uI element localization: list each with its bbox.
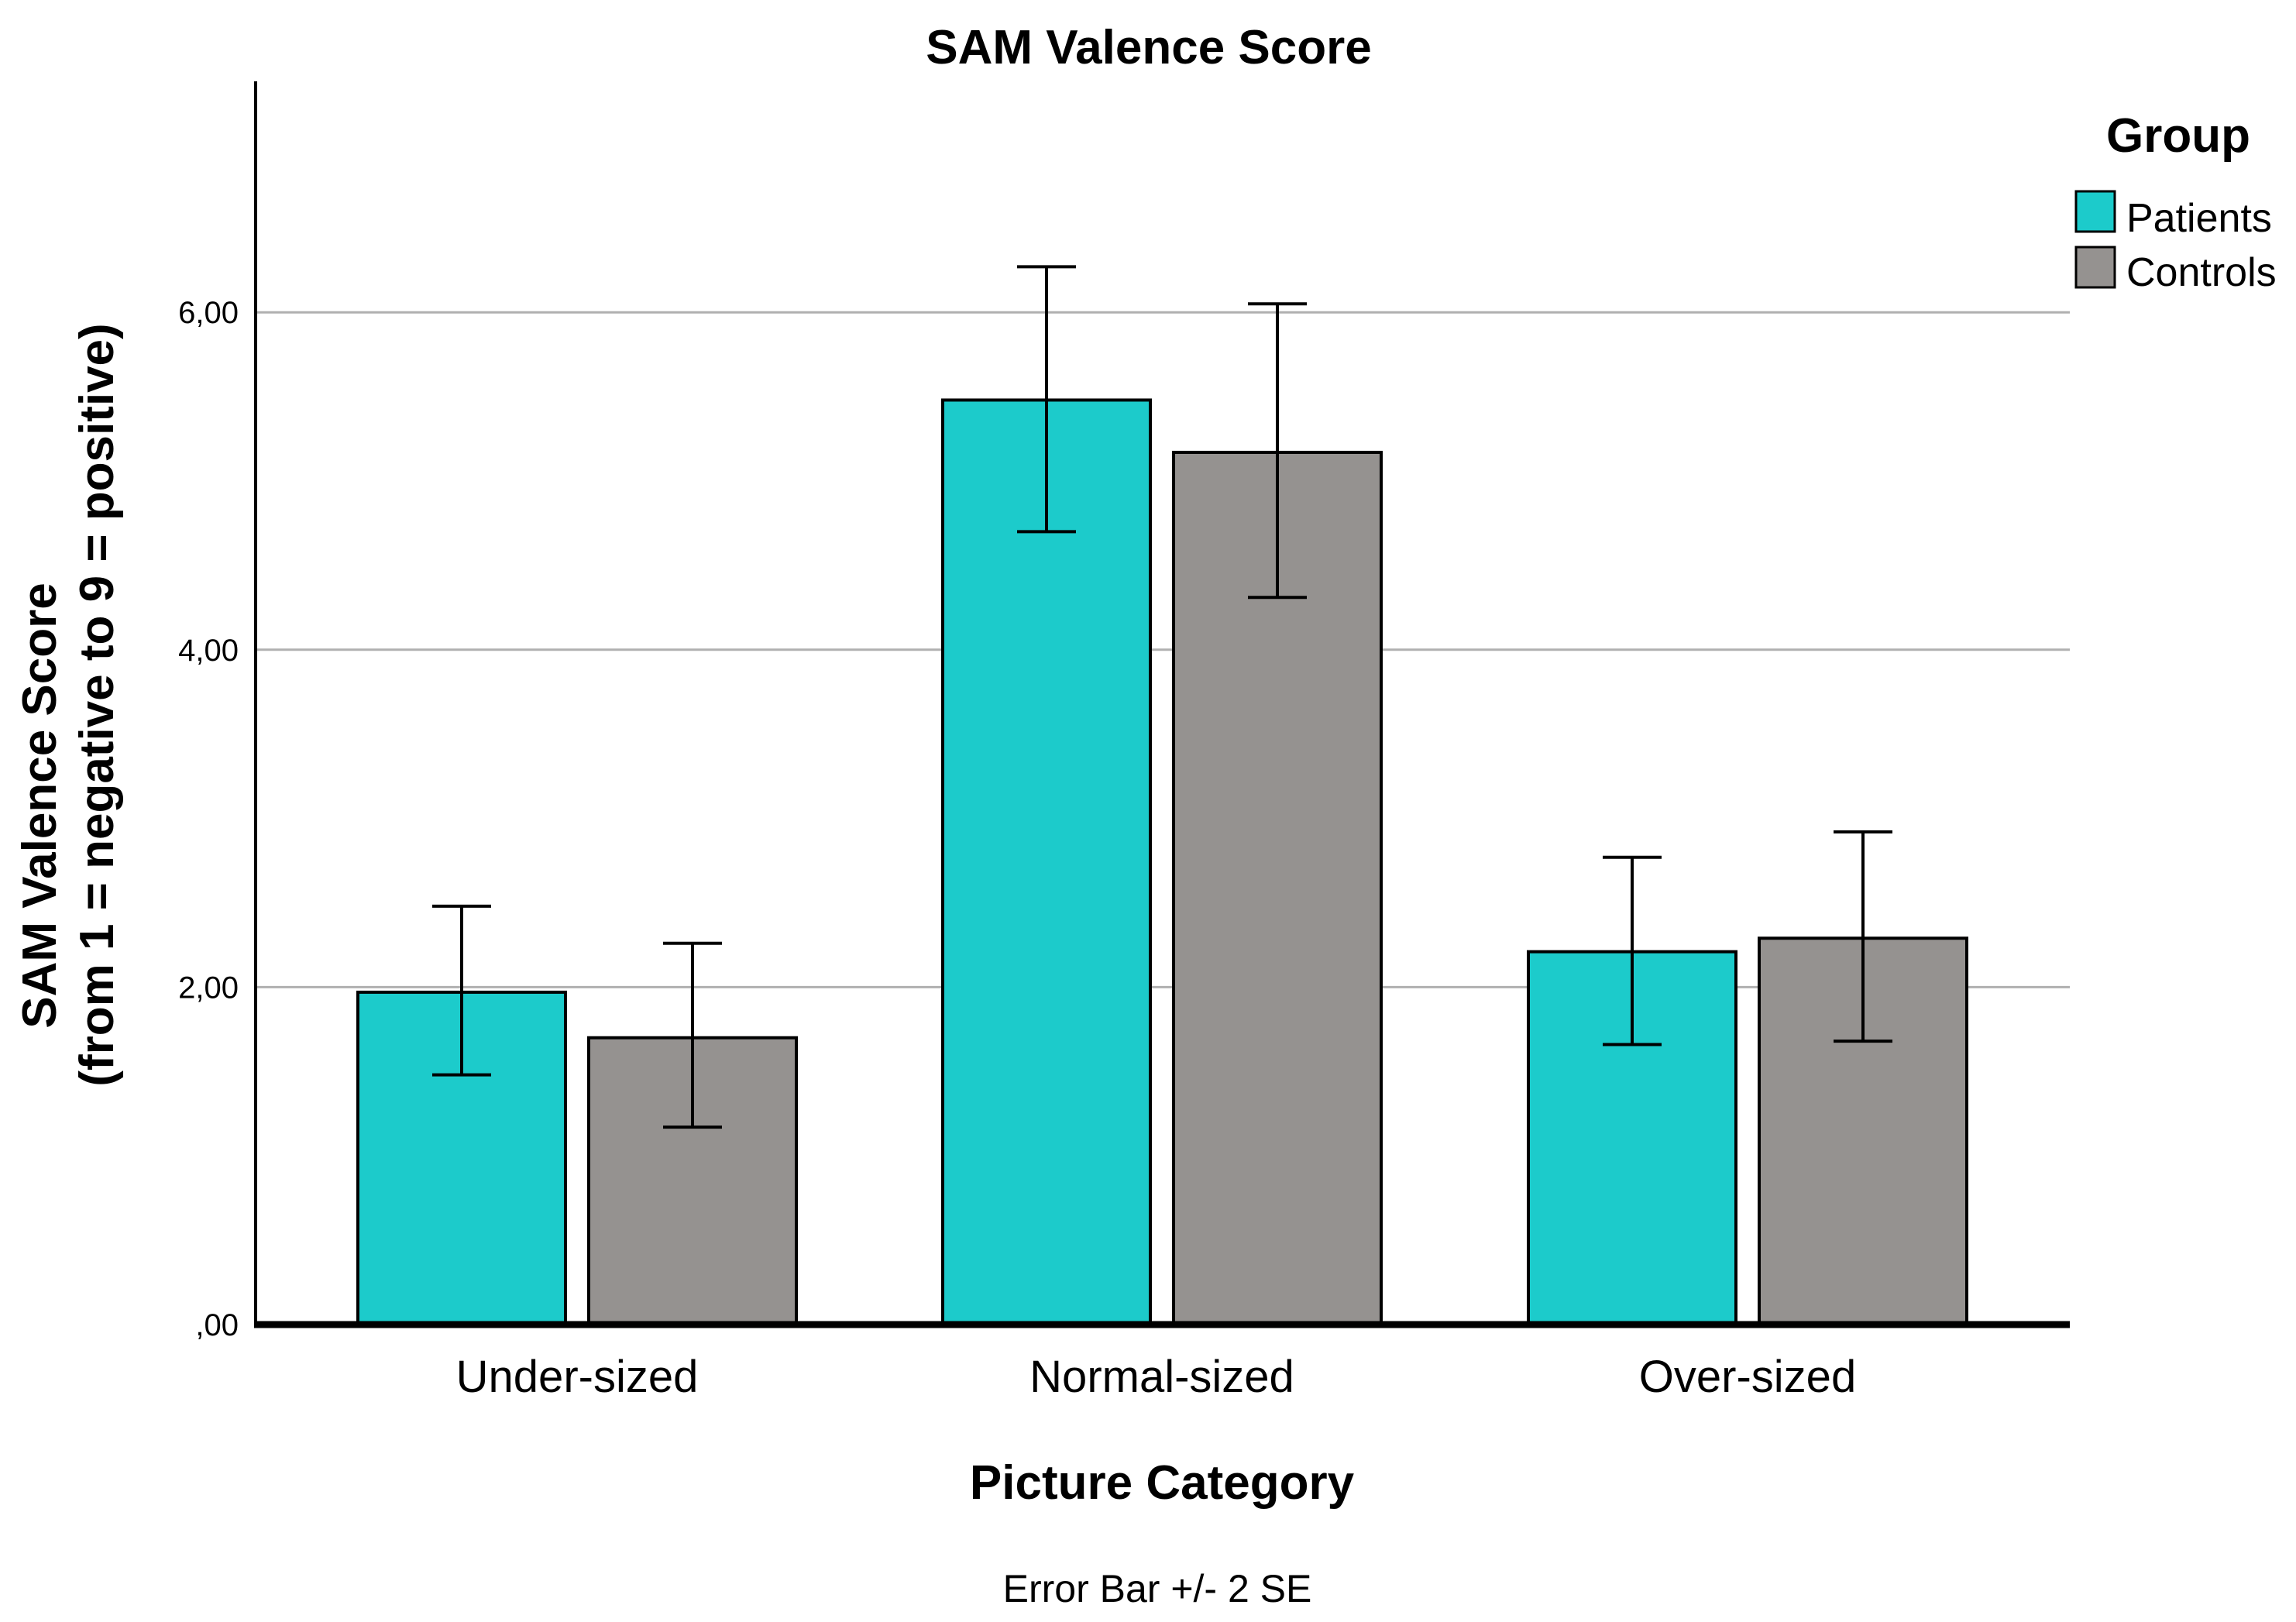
- legend-label-controls: Controls: [2126, 250, 2277, 295]
- y-tick-label: 6,00: [178, 296, 239, 330]
- y-tick-label: 4,00: [178, 634, 239, 668]
- y-tick-label: 2,00: [178, 971, 239, 1005]
- legend-title: Group: [2106, 109, 2250, 163]
- x-tick-label: Normal-sized: [1029, 1352, 1294, 1402]
- x-tick-labels: Under-sized Normal-sized Over-sized: [456, 1352, 1857, 1402]
- chart-title: SAM Valence Score: [926, 21, 1372, 74]
- error-bars: [432, 265, 1892, 1129]
- legend-swatch-patients: [2074, 190, 2116, 233]
- y-tick-labels: ,00 2,00 4,00 6,00: [178, 296, 239, 1342]
- error-bar-footnote: Error Bar +/- 2 SE: [1003, 1567, 1312, 1610]
- x-axis-title: Picture Category: [970, 1456, 1355, 1510]
- x-tick-label: Under-sized: [456, 1352, 699, 1402]
- y-axis-title-line-1: SAM Valence Score: [13, 582, 67, 1029]
- legend: Group Patients Controls: [2074, 109, 2277, 295]
- legend-swatch-controls: [2074, 246, 2116, 289]
- y-axis-title-line-2: (from 1 = negative to 9 = positive): [70, 323, 124, 1086]
- legend-label-patients: Patients: [2126, 196, 2272, 241]
- y-tick-label: ,00: [195, 1308, 239, 1342]
- x-tick-label: Over-sized: [1639, 1352, 1856, 1402]
- bar-patients-normal-sized: [941, 398, 1152, 1326]
